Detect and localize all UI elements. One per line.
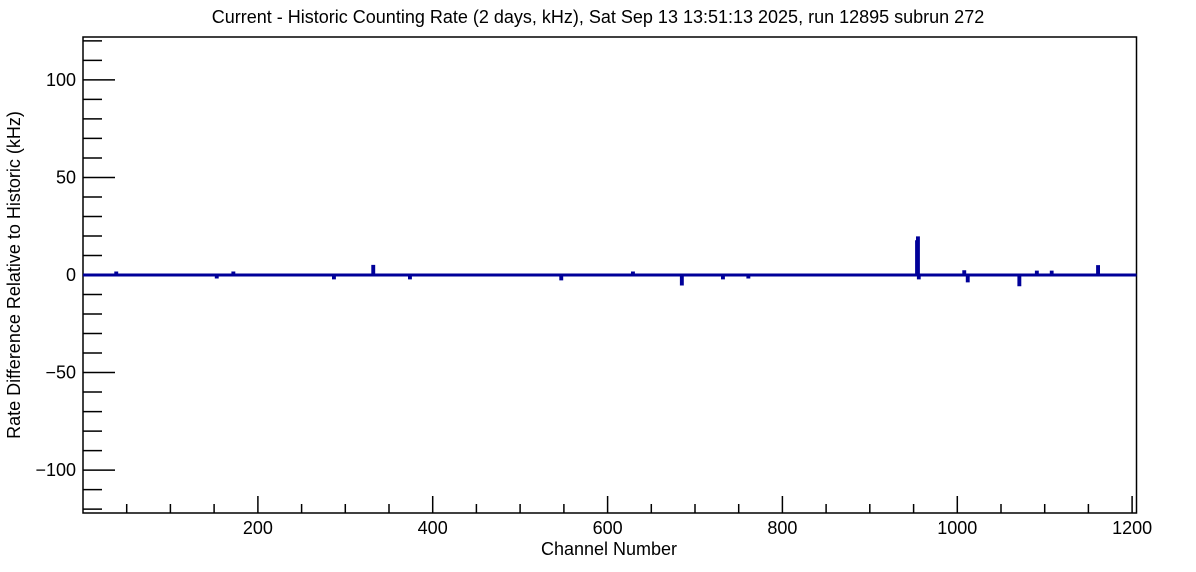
- x-axis-title: Channel Number: [541, 539, 677, 559]
- x-tick-label: 800: [767, 518, 797, 538]
- y-axis-ticks: −100 −50 0 50 100: [35, 40, 115, 510]
- data-series-line: [83, 236, 1137, 287]
- y-tick-label: 0: [66, 265, 76, 285]
- y-tick-label: −50: [45, 363, 76, 383]
- x-axis-ticks: 200 400 600 800 1000 1200: [125, 496, 1152, 538]
- x-tick-label: 200: [243, 518, 273, 538]
- y-tick-label: 100: [46, 70, 76, 90]
- x-tick-label: 400: [418, 518, 448, 538]
- x-tick-label: 1000: [937, 518, 977, 538]
- y-tick-label: −100: [35, 460, 76, 480]
- data-series: [83, 236, 1137, 287]
- x-tick-label: 1200: [1112, 518, 1152, 538]
- chart-title: Current - Historic Counting Rate (2 days…: [212, 7, 984, 27]
- x-tick-label: 600: [593, 518, 623, 538]
- y-axis-title: Rate Difference Relative to Historic (kH…: [4, 111, 24, 439]
- y-tick-label: 50: [56, 168, 76, 188]
